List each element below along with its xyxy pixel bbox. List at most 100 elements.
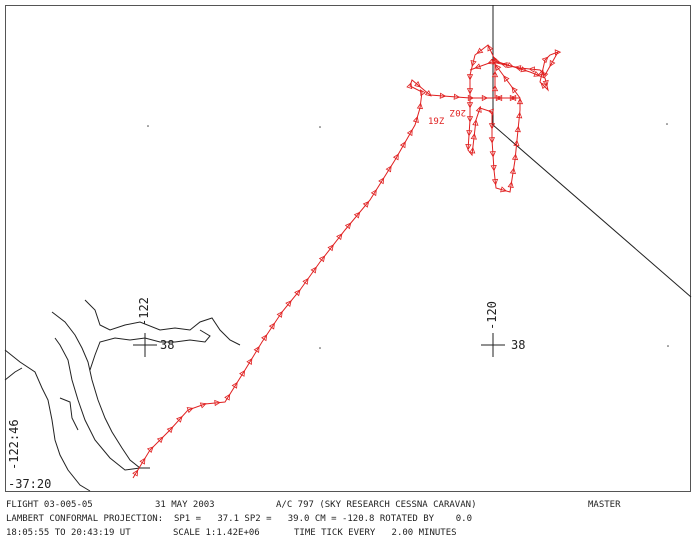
time-label: 19Z [428,117,445,127]
time-tick-marker [481,94,489,102]
time-tick-marker [516,111,523,119]
time-tick-marker [467,94,475,102]
time-tick-marker [509,167,516,175]
time-tick-marker [474,63,482,70]
time-tick-marker [470,133,477,140]
lon-label: -122 [137,297,151,326]
grid-cross [133,333,505,357]
time-tick-marker [466,116,474,123]
time-tick-marker [199,402,207,409]
time-tick-marker [412,116,419,124]
time-tick-marker [491,178,499,186]
bay-shore [51,311,150,471]
time-tick-marker [541,71,549,79]
time-tick-marker [491,70,499,78]
time-tick-marker [214,399,221,407]
time-tick-marker [487,58,495,65]
time-tick-marker [253,345,260,354]
time-tick-marker [465,144,472,151]
time-tick-marker [487,108,494,116]
time-tick-marker [509,94,517,102]
time-tick-marker [132,469,139,477]
time-tick-marker [239,369,246,377]
lat-corner-label: -37:20 [8,477,51,491]
state-border [492,5,692,298]
time-tick-marker [520,66,528,73]
time-label: 20Z [449,107,466,117]
lon-corner-label: -122:46 [7,419,21,470]
time-tick-marker [231,381,238,389]
time-tick-marker [416,102,424,110]
time-tick-marker [139,457,146,465]
time-tick-marker [533,70,541,77]
time-tick-marker [469,146,476,154]
time-tick-marker [494,64,502,71]
time-tick-marker [399,141,406,149]
time-tick-marker [491,84,499,92]
time-tick-marker [500,186,507,193]
time-tick-marker [439,92,447,99]
time-tick-marker [493,57,501,64]
time-tick-marker [378,177,385,185]
time-tick-marker [488,123,496,130]
flight-date: 31 MAY 2003 [155,500,215,510]
grid-dots [147,123,669,349]
mode: MASTER [588,500,621,510]
time-tick-marker [514,125,521,133]
time-range: 18:05:55 TO 20:43:19 UT [6,528,131,538]
time-tick-marker [453,93,461,100]
time-tick-marker [344,222,352,230]
time-tick-marker [541,56,549,64]
time-tick-marker [327,244,334,252]
flight-track [132,44,560,479]
lat-label: 38 [511,338,525,352]
time-tick-marker [495,94,503,102]
time-tick-marker [475,105,482,113]
time-tick-marker [336,233,343,241]
time-tick-marker [466,102,474,109]
time-tick-marker [146,446,154,454]
time-tick-marker [285,300,292,308]
delta-shore [84,299,241,371]
time-tick-marker [514,65,522,72]
time-tick-marker [362,200,370,208]
time-tick-marker [302,277,309,285]
time-tick-marker [268,322,275,330]
time-tick-marker [276,310,283,318]
time-tick-marker [310,266,317,274]
time-tick-marker [370,189,377,197]
time-tick-marker [511,153,519,161]
time-tick-marker [476,47,484,54]
time-tick-marker [246,357,253,365]
time-tick-marker [487,44,494,52]
coast-detail [4,367,79,431]
time-tick-marker [540,82,548,90]
time-tick-marker [488,137,496,144]
time-tick-marker [318,255,326,263]
time-tick-marker [528,66,535,73]
scale: SCALE 1:1.42E+06 [173,528,260,538]
lon-label: -120 [485,301,499,330]
map-frame [5,5,691,492]
time-tick-marker [406,129,413,137]
time-tick: TIME TICK EVERY 2.00 MINUTES [294,528,457,538]
time-tick-marker [186,407,194,414]
time-tick-marker [513,139,520,147]
time-tick-marker [166,426,174,434]
time-tick-marker [507,62,514,69]
time-tick-marker [542,79,549,87]
time-tick-marker [176,415,183,423]
time-tick-marker [549,59,556,67]
time-tick-marker [470,59,477,67]
time-tick-marker [490,165,497,172]
time-tick-marker [261,334,268,342]
time-tick-marker [472,119,479,126]
time-tick-marker [392,153,399,161]
time-tick-marker [294,289,301,297]
time-tick-marker [414,81,421,88]
projection: LAMBERT CONFORMAL PROJECTION: SP1 = 37.1… [6,514,472,524]
time-tick-marker [424,90,432,97]
flight-id: FLIGHT 03-005-05 [6,500,93,510]
